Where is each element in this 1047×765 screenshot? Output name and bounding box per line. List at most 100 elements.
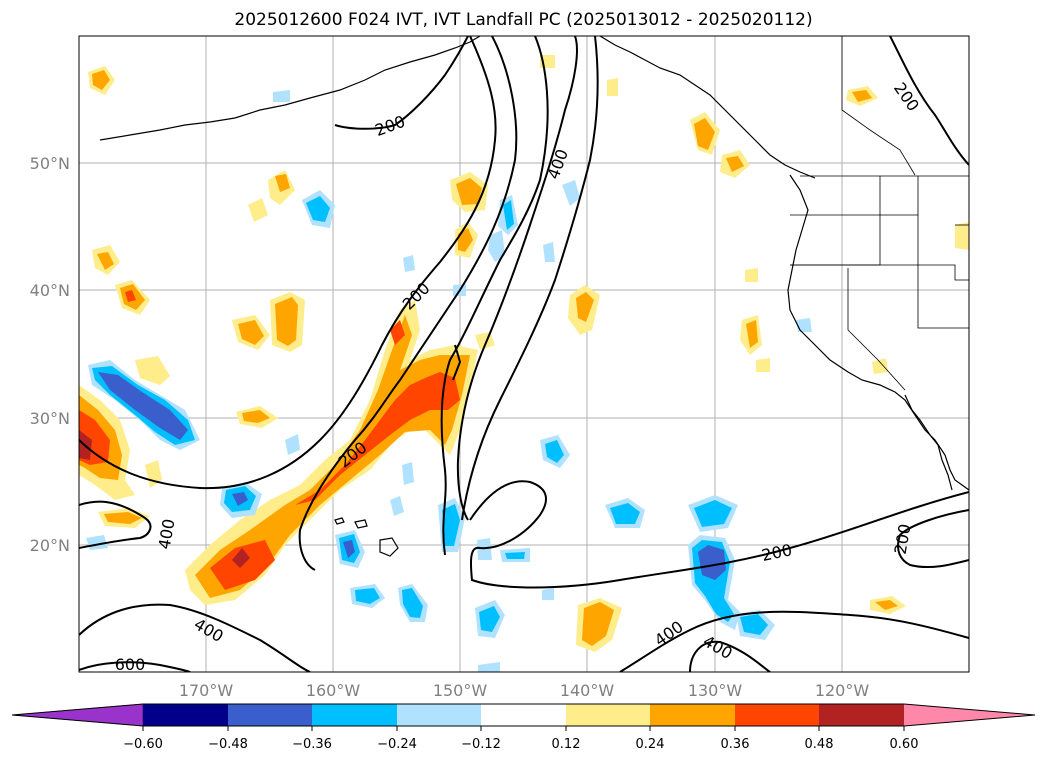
chart-title: 2025012600 F024 IVT, IVT Landfall PC (20…: [234, 10, 813, 30]
negative-patch: [403, 255, 415, 272]
negative-patch: [542, 588, 554, 600]
state-border: [879, 176, 919, 216]
negative-patch: [232, 492, 248, 506]
colorbar-swatch-extend-high: [904, 704, 1035, 726]
colorbar-swatch: [735, 704, 819, 726]
shaded-field: [79, 55, 969, 672]
positive-patch: [582, 602, 614, 646]
negative-patch: [442, 504, 460, 546]
contour-600: [79, 661, 191, 672]
positive-patch: [248, 198, 268, 222]
positive-band-mid: [195, 315, 470, 598]
contour-label: 600: [115, 655, 146, 674]
contour-400-inner: [298, 36, 518, 571]
contour-200-nw: [889, 36, 969, 166]
lat-label: 50°N: [30, 154, 70, 173]
positive-patch: [875, 600, 898, 610]
positive-patch: [756, 358, 770, 372]
negative-patch: [306, 196, 330, 222]
alaska-canada-border: [841, 36, 916, 176]
negative-patch: [698, 545, 726, 580]
contour-200-east: [456, 36, 578, 521]
negative-west-inner: [98, 372, 188, 440]
contour-small: [452, 344, 462, 381]
contour-400-east: [461, 36, 599, 521]
positive-patch: [852, 90, 872, 102]
colorbar-tick-label: 0.36: [721, 737, 750, 752]
lat-label: 30°N: [30, 409, 70, 428]
positive-patch: [104, 512, 142, 524]
positive-patch: [746, 320, 758, 348]
negative-patch: [545, 440, 564, 463]
state-border: [917, 215, 969, 329]
negative-patch: [478, 662, 500, 672]
positive-patch: [242, 410, 270, 423]
negative-patch: [694, 500, 732, 527]
positive-patch: [238, 320, 264, 345]
lon-tick-labels: 170°W 160°W 150°W 140°W 130°W 120°W: [179, 681, 870, 700]
positive-patch: [955, 222, 969, 250]
baja-coast: [904, 394, 953, 491]
colorbar-tick-label: −0.60: [123, 737, 163, 752]
lon-label: 140°W: [560, 681, 615, 700]
colorbar-swatch: [650, 704, 735, 726]
contour-400-se2: [689, 640, 771, 672]
negative-patch: [479, 606, 500, 632]
colorbar-tick-label: 0.60: [890, 737, 919, 752]
contour-200-se: [897, 509, 969, 569]
positive-patch: [726, 156, 744, 172]
colorbar-swatch: [566, 704, 650, 726]
lat-tick-labels: 50°N 40°N 30°N 20°N: [30, 154, 70, 555]
colorbar-tick-label: −0.12: [461, 737, 501, 752]
map-frame: [78, 35, 970, 673]
negative-patch: [285, 434, 300, 455]
contour-400-west: [79, 500, 152, 549]
ivt-contours: [79, 36, 969, 672]
positive-patch: [694, 118, 715, 150]
hawaii: [334, 517, 399, 557]
positive-patch: [275, 174, 290, 192]
colorbar-swatch: [819, 704, 904, 726]
colorbar-tick-label: 0.48: [805, 737, 834, 752]
colorbar-swatch: [312, 704, 397, 726]
contour-200-south: [469, 480, 969, 589]
negative-patch: [488, 230, 505, 262]
contour-400-main: [440, 36, 549, 556]
positive-patch: [475, 332, 495, 350]
contour-200-main: [79, 36, 497, 490]
positive-patch: [458, 228, 473, 252]
alaska-coast: [599, 36, 816, 179]
borders: [790, 36, 969, 391]
lon-label: 130°W: [688, 681, 743, 700]
contour-200-north: [334, 36, 469, 130]
negative-patch: [740, 614, 768, 635]
lat-label: 20°N: [30, 536, 70, 555]
positive-patch: [607, 78, 618, 96]
negative-patch: [543, 242, 555, 262]
positive-patch: [456, 178, 482, 205]
negative-patch: [503, 200, 514, 230]
positive-patch: [97, 252, 114, 270]
positive-band-core: [232, 548, 250, 568]
contour-400-se: [619, 610, 969, 672]
colorbar-tick-label: −0.36: [292, 737, 332, 752]
lon-label: 150°W: [433, 681, 488, 700]
lon-label: 120°W: [815, 681, 870, 700]
coastlines: [99, 36, 969, 557]
positive-patch: [745, 268, 758, 282]
colorbar-tick-label: −0.24: [377, 737, 417, 752]
colorbar-tick-label: −0.48: [208, 737, 248, 752]
positive-patch: [872, 358, 888, 374]
colorbar-swatch: [228, 704, 312, 726]
colorbar-swatch: [143, 704, 228, 726]
lon-label: 160°W: [306, 681, 361, 700]
colorbar-swatch: [397, 704, 481, 726]
colorbar: −0.60 −0.48 −0.36 −0.24 −0.12 0.12 0.24 …: [11, 703, 1036, 752]
negative-patch: [402, 588, 423, 618]
colorbar-tick-label: 0.24: [636, 737, 665, 752]
negative-patch: [610, 503, 640, 524]
lon-label: 170°W: [179, 681, 234, 700]
colorbar-swatch: [481, 704, 566, 726]
state-border: [847, 268, 906, 391]
